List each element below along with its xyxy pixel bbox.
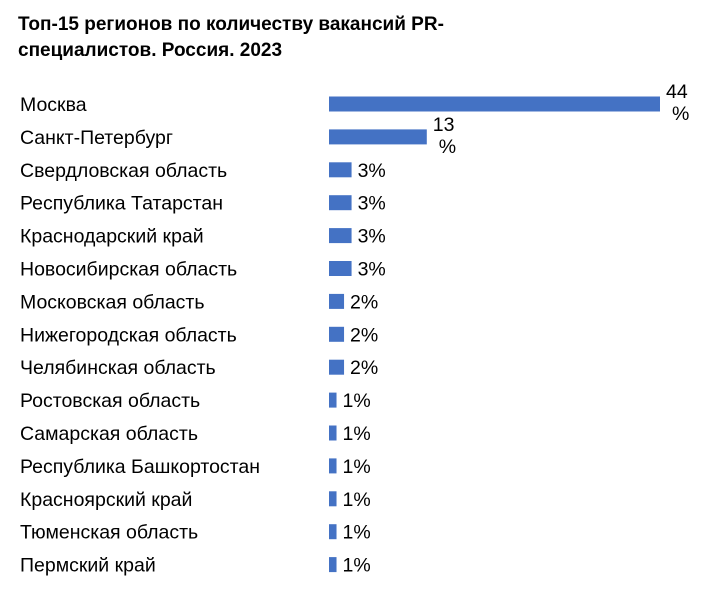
category-label: Самарская область (20, 423, 198, 445)
value-label: 3% (358, 160, 386, 182)
bar (329, 557, 337, 573)
bar (329, 162, 352, 178)
value-label: 2% (350, 291, 378, 313)
bar (329, 96, 660, 112)
chart-title: Топ-15 регионов по количеству вакансий P… (18, 14, 444, 61)
category-label: Санкт-Петербург (20, 127, 173, 149)
category-label: Челябинская область (20, 357, 216, 379)
category-label: Тюменская область (20, 522, 198, 544)
value-label: 1% (343, 423, 371, 445)
bar (329, 293, 345, 309)
value-label: 1% (343, 390, 371, 412)
category-label: Красноярский край (20, 489, 192, 511)
value-label: 1% (343, 489, 371, 511)
value-label: 3% (358, 259, 386, 281)
bar (329, 129, 427, 145)
category-label: Республика Татарстан (20, 193, 223, 215)
value-label: 44% (666, 81, 689, 125)
bar (329, 359, 345, 375)
value-label: 1% (343, 555, 371, 577)
bar (329, 458, 337, 474)
bar (329, 195, 352, 211)
value-label: 2% (350, 357, 378, 379)
bar (329, 491, 337, 507)
bar (329, 228, 352, 244)
category-label: Свердловская область (20, 160, 227, 182)
value-label: 3% (358, 193, 386, 215)
bar (329, 524, 337, 540)
value-label: 13% (433, 114, 456, 158)
category-label: Краснодарский край (20, 226, 204, 248)
category-label: Республика Башкортостан (20, 456, 260, 478)
value-label: 1% (343, 522, 371, 544)
category-label: Московская область (20, 291, 205, 313)
bar (329, 392, 337, 408)
category-label: Ростовская область (20, 390, 200, 412)
value-label: 2% (350, 324, 378, 346)
bar (329, 261, 352, 276)
category-label: Нижегородская область (20, 324, 237, 346)
bar (329, 326, 345, 342)
category-label: Новосибирская область (20, 259, 237, 281)
value-label: 1% (343, 456, 371, 478)
value-label: 3% (358, 226, 386, 248)
bar (329, 425, 337, 441)
category-label: Пермский край (20, 555, 156, 577)
category-label: Москва (20, 94, 87, 116)
